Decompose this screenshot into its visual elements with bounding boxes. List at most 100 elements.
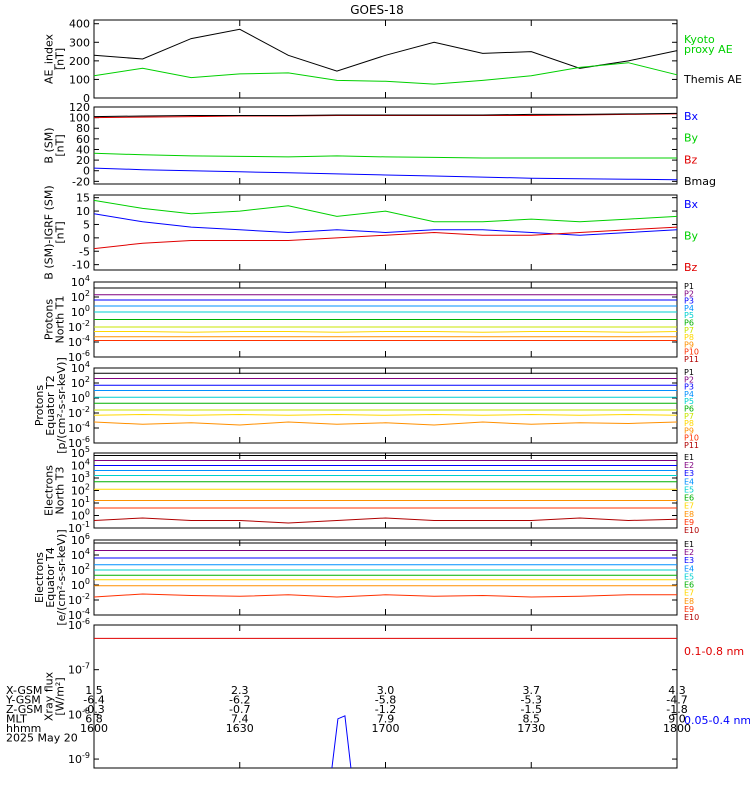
legend-label: 0.05-0.4 nm bbox=[684, 714, 750, 727]
series-line-bmag bbox=[93, 112, 678, 118]
legend-label: E6 bbox=[684, 494, 694, 503]
y-tick-label: 100 bbox=[69, 73, 90, 86]
footer-value: -6.4 bbox=[83, 694, 104, 707]
y-axis-label: North T1 bbox=[54, 296, 67, 344]
footer-row-label: MLT bbox=[6, 713, 27, 726]
footer-row-label: Y-GSM bbox=[5, 694, 41, 707]
y-tick-label: 300 bbox=[69, 36, 90, 49]
footer-value: 1630 bbox=[226, 722, 254, 735]
footer-value: -5.3 bbox=[521, 694, 542, 707]
legend-label: P11 bbox=[684, 441, 699, 450]
footer-value: -1.2 bbox=[375, 703, 396, 716]
y-tick-label: -5 bbox=[79, 245, 90, 258]
y-tick-label: 104 bbox=[71, 360, 90, 375]
legend-label: P8 bbox=[684, 419, 694, 428]
legend-label: Bx bbox=[684, 110, 699, 123]
y-tick-label: 120 bbox=[69, 101, 90, 114]
y-tick-label: 10-9 bbox=[68, 751, 90, 766]
footer-value: 1600 bbox=[80, 722, 108, 735]
series-line-themis-ae bbox=[93, 28, 678, 72]
legend-label: P8 bbox=[684, 333, 694, 342]
legend-label: By bbox=[684, 132, 699, 145]
series-line-bx bbox=[93, 213, 678, 236]
panel-frame bbox=[93, 539, 678, 616]
legend-label: P2 bbox=[684, 375, 694, 384]
y-axis-label: [nT] bbox=[54, 134, 67, 156]
y-axis-label: [W/m²] bbox=[54, 677, 67, 715]
legend-label: P4 bbox=[684, 304, 694, 313]
legend-label: P10 bbox=[684, 434, 699, 443]
y-tick-label: 100 bbox=[71, 304, 90, 319]
legend-label: E2 bbox=[684, 461, 694, 470]
y-tick-label: 60 bbox=[76, 133, 90, 146]
footer-value: 6.8 bbox=[85, 713, 103, 726]
legend-label: E10 bbox=[684, 526, 699, 535]
legend-label: By bbox=[684, 230, 699, 243]
y-tick-label: 0 bbox=[83, 232, 90, 245]
legend-label: P7 bbox=[684, 412, 694, 421]
footer-value: 3.0 bbox=[377, 684, 395, 697]
legend-label: E3 bbox=[684, 469, 694, 478]
y-tick-label: 80 bbox=[76, 122, 90, 135]
y-tick-label: 0 bbox=[83, 92, 90, 105]
y-tick-label: 102 bbox=[71, 375, 90, 390]
y-axis-label: B (SM)-IGRF (SM) bbox=[43, 185, 56, 279]
panel-frame bbox=[93, 19, 678, 99]
y-tick-label: 10-6 bbox=[68, 617, 90, 632]
y-tick-label: 10-4 bbox=[68, 334, 90, 349]
y-axis-label: Equator T2 bbox=[44, 375, 57, 435]
legend-label: E9 bbox=[684, 605, 694, 614]
y-tick-label: 10-4 bbox=[68, 420, 90, 435]
y-tick-label: 10-2 bbox=[68, 405, 90, 420]
chart-title: GOES-18 bbox=[350, 3, 404, 17]
y-tick-label: 106 bbox=[71, 532, 90, 547]
y-axis-label: Electrons bbox=[33, 552, 46, 603]
panel-frame bbox=[93, 367, 678, 444]
panel-frame bbox=[93, 106, 678, 185]
legend-label: E8 bbox=[684, 597, 694, 606]
legend-label: proxy AE bbox=[684, 43, 733, 56]
footer-value: 3.7 bbox=[523, 684, 541, 697]
y-tick-label: 10-2 bbox=[68, 319, 90, 334]
legend-label: E7 bbox=[684, 589, 694, 598]
legend-label: E10 bbox=[684, 613, 699, 622]
legend-label: P5 bbox=[684, 311, 694, 320]
y-tick-label: 400 bbox=[69, 18, 90, 31]
legend-label: P9 bbox=[684, 426, 694, 435]
y-axis-label: AE_index bbox=[43, 33, 56, 84]
legend-label: E8 bbox=[684, 510, 694, 519]
y-axis-label: Xray flux bbox=[43, 671, 56, 721]
y-tick-label: 104 bbox=[71, 547, 90, 562]
series-line-p8 bbox=[94, 331, 678, 333]
footer-row-label: X-GSM bbox=[6, 684, 42, 697]
legend-label: P10 bbox=[684, 348, 699, 357]
y-axis-label: [p/(cm²-s-sr-keV)] bbox=[55, 357, 68, 454]
y-axis-label: [nT] bbox=[54, 221, 67, 243]
legend-label: P6 bbox=[684, 405, 694, 414]
y-tick-label: 5 bbox=[83, 218, 90, 231]
y-tick-label: 10 bbox=[76, 205, 90, 218]
legend-label: E2 bbox=[684, 548, 694, 557]
y-tick-label: 0 bbox=[83, 165, 90, 178]
footer-value: 1.5 bbox=[85, 684, 103, 697]
y-tick-label: -20 bbox=[72, 175, 90, 188]
y-tick-label: 100 bbox=[71, 577, 90, 592]
legend-label: E4 bbox=[684, 564, 694, 573]
series-line-0-05-0-4-nm bbox=[331, 715, 352, 769]
legend-label: 0.1-0.8 nm bbox=[684, 645, 744, 658]
legend-label: P6 bbox=[684, 319, 694, 328]
footer-row-label: Z-GSM bbox=[6, 703, 43, 716]
legend-label: Bz bbox=[684, 261, 698, 274]
legend-label: Bz bbox=[684, 153, 698, 166]
y-tick-label: 200 bbox=[69, 55, 90, 68]
panel-frame bbox=[93, 452, 678, 529]
legend-label: P1 bbox=[684, 368, 694, 377]
y-tick-label: 20 bbox=[76, 154, 90, 167]
series-line-e10 bbox=[93, 517, 678, 524]
y-tick-label: 10-2 bbox=[68, 592, 90, 607]
legend-label: E3 bbox=[684, 556, 694, 565]
legend-label: E6 bbox=[684, 581, 694, 590]
